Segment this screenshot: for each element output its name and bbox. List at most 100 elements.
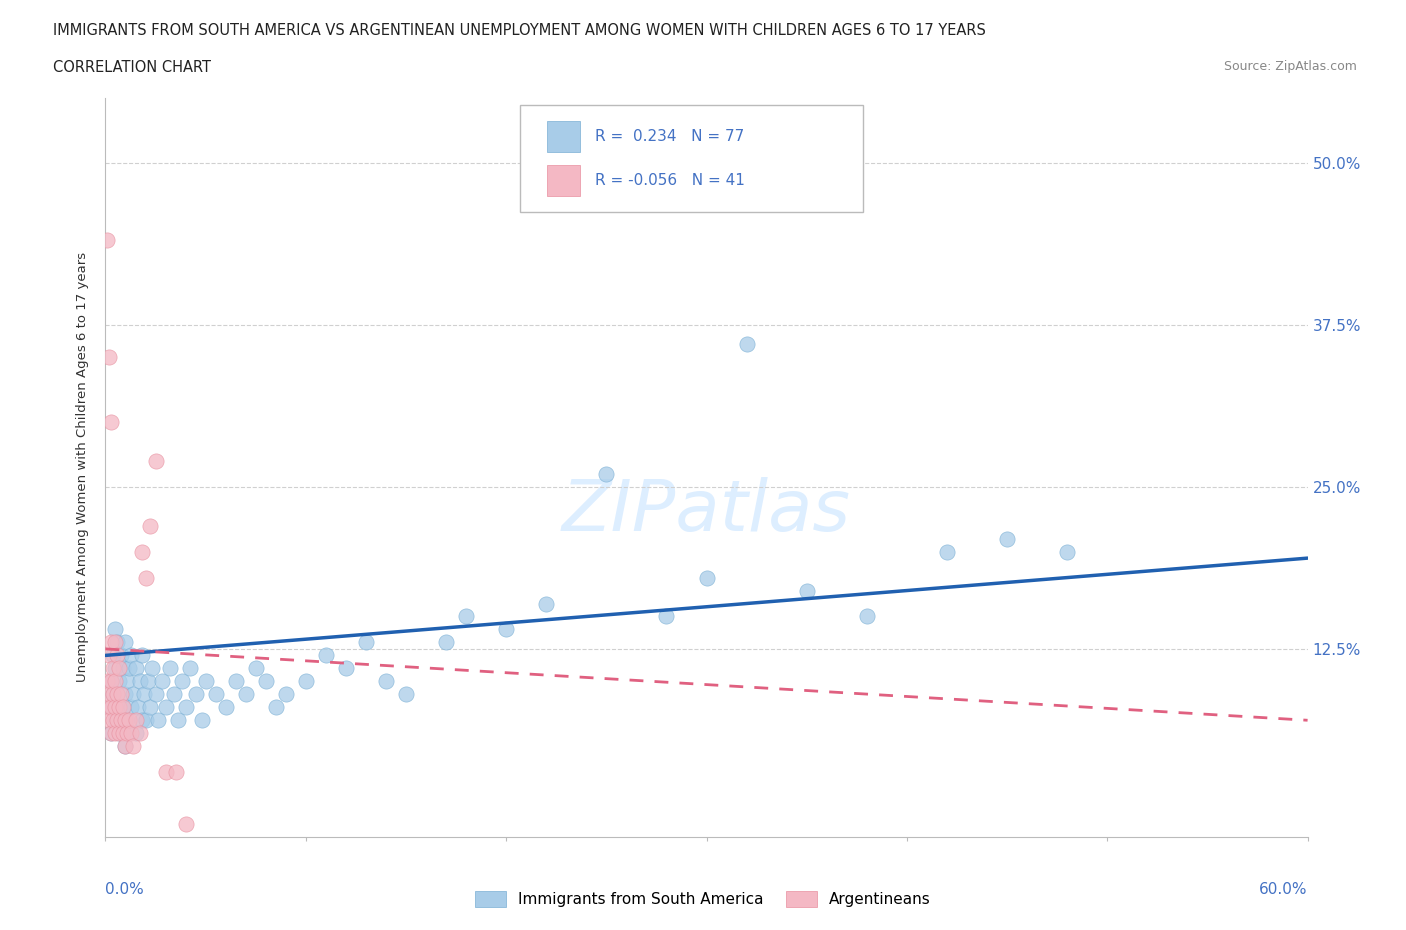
Legend: Immigrants from South America, Argentineans: Immigrants from South America, Argentine… xyxy=(470,884,936,913)
Point xyxy=(655,609,678,624)
Point xyxy=(98,700,121,715)
Point xyxy=(796,583,818,598)
Point xyxy=(117,725,139,740)
Text: Source: ZipAtlas.com: Source: ZipAtlas.com xyxy=(1223,60,1357,73)
Point xyxy=(108,700,131,715)
Point xyxy=(454,609,477,624)
Point xyxy=(132,687,155,702)
Point xyxy=(118,661,141,676)
Point xyxy=(96,232,118,247)
Point xyxy=(107,635,129,650)
Point xyxy=(121,725,143,740)
Point xyxy=(104,622,127,637)
Point xyxy=(264,700,287,715)
Point xyxy=(225,674,247,689)
Point xyxy=(118,712,141,727)
Point xyxy=(103,712,125,727)
Point xyxy=(107,700,129,715)
Point xyxy=(335,661,357,676)
Point xyxy=(166,712,188,727)
Point xyxy=(112,700,135,715)
Point xyxy=(104,674,127,689)
Point xyxy=(131,712,153,727)
Point xyxy=(127,700,149,715)
FancyBboxPatch shape xyxy=(520,105,863,212)
Point xyxy=(162,687,184,702)
Point xyxy=(146,712,169,727)
Point xyxy=(128,725,150,740)
Point xyxy=(315,648,337,663)
Point xyxy=(495,622,517,637)
Point xyxy=(254,674,277,689)
Point xyxy=(110,687,132,702)
Point xyxy=(121,648,143,663)
Point xyxy=(117,674,139,689)
Point xyxy=(374,674,398,689)
Point xyxy=(103,648,125,663)
Point xyxy=(434,635,457,650)
Point xyxy=(936,544,959,559)
Point xyxy=(117,712,139,727)
Point xyxy=(110,712,132,727)
Point xyxy=(112,661,135,676)
Point xyxy=(735,337,758,352)
Point xyxy=(100,674,122,689)
Point xyxy=(131,648,153,663)
Point xyxy=(155,700,177,715)
Point xyxy=(114,712,136,727)
Point xyxy=(1056,544,1078,559)
Point xyxy=(696,570,718,585)
Point xyxy=(131,544,153,559)
Point xyxy=(110,648,132,663)
Point xyxy=(100,635,122,650)
Point xyxy=(155,764,177,779)
Text: 0.0%: 0.0% xyxy=(105,883,145,897)
Point xyxy=(112,700,135,715)
Point xyxy=(245,661,267,676)
Bar xyxy=(547,165,581,195)
Point xyxy=(534,596,557,611)
Text: ZIPatlas: ZIPatlas xyxy=(562,477,851,546)
Point xyxy=(104,725,127,740)
Point xyxy=(108,661,131,676)
Point xyxy=(174,700,197,715)
Text: R =  0.234   N = 77: R = 0.234 N = 77 xyxy=(595,129,744,144)
Point xyxy=(114,738,136,753)
Point xyxy=(114,687,136,702)
Point xyxy=(354,635,377,650)
Point xyxy=(595,466,617,481)
Point xyxy=(98,350,121,365)
Point xyxy=(118,725,141,740)
Point xyxy=(295,674,318,689)
Point xyxy=(112,725,135,740)
Point xyxy=(96,700,118,715)
Point xyxy=(96,674,118,689)
Point xyxy=(104,712,127,727)
Point xyxy=(170,674,193,689)
Point xyxy=(174,817,197,831)
Point xyxy=(274,687,297,702)
Point xyxy=(135,570,157,585)
Point xyxy=(194,674,217,689)
Point xyxy=(100,415,122,430)
Point xyxy=(138,518,160,533)
Point xyxy=(100,674,122,689)
Point xyxy=(98,712,121,727)
Point xyxy=(150,674,173,689)
Point xyxy=(124,725,146,740)
Point xyxy=(855,609,877,624)
Point xyxy=(103,687,125,702)
Point xyxy=(136,674,159,689)
Point xyxy=(204,687,226,702)
Point xyxy=(107,687,129,702)
Point xyxy=(104,700,127,715)
Text: R = -0.056   N = 41: R = -0.056 N = 41 xyxy=(595,173,745,188)
Point xyxy=(107,648,129,663)
Point xyxy=(128,674,150,689)
Point xyxy=(995,531,1018,546)
Point xyxy=(100,700,122,715)
Point xyxy=(145,454,167,469)
Y-axis label: Unemployment Among Women with Children Ages 6 to 17 years: Unemployment Among Women with Children A… xyxy=(76,252,90,683)
Point xyxy=(124,661,146,676)
Point xyxy=(98,648,121,663)
